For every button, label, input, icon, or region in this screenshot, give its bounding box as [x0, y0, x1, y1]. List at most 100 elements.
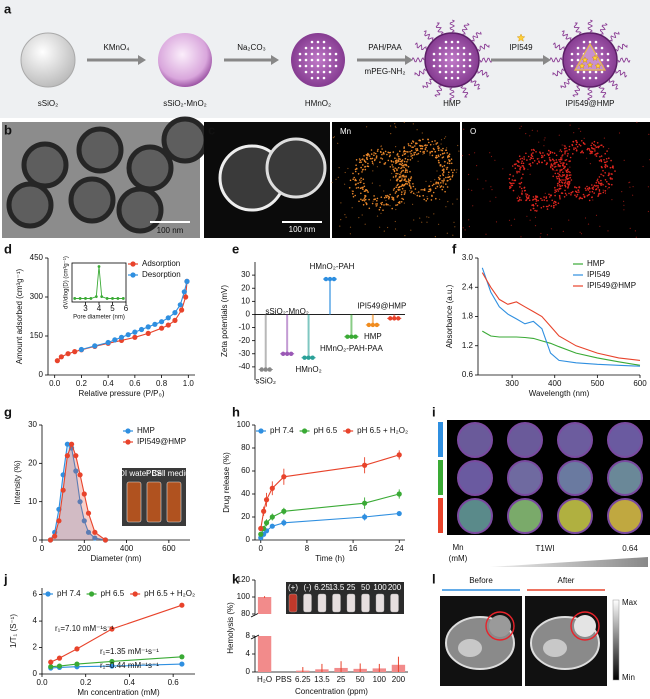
signal-dot [380, 212, 382, 214]
y-axis-title: Absorbance (a.u.) [445, 284, 454, 348]
signal-dot [392, 199, 395, 201]
signal-dot [364, 198, 367, 201]
signal-dot [529, 163, 532, 165]
signal-dot [455, 171, 457, 173]
signal-dot [400, 201, 403, 203]
peg-chain [549, 56, 563, 63]
signal-dot [532, 199, 534, 201]
signal-dot [373, 198, 375, 201]
pore [450, 70, 454, 74]
signal-dot [575, 196, 578, 198]
point [54, 358, 60, 364]
signal-dot [348, 187, 351, 189]
signal-dot [525, 133, 527, 135]
signal-dot [394, 123, 396, 125]
signal-dot [349, 233, 351, 235]
point [48, 664, 54, 670]
inset-point [111, 297, 114, 300]
signal-dot [435, 157, 438, 159]
pore [316, 58, 320, 62]
signal-dot [439, 164, 442, 166]
signal-dot [636, 121, 638, 123]
vial [317, 593, 327, 613]
signal-dot [394, 192, 397, 194]
signal-dot [576, 193, 579, 196]
y-tick-label: 0 [33, 535, 38, 544]
signal-dot [339, 225, 341, 227]
signal-dot [366, 156, 368, 159]
signal-dot [526, 215, 528, 217]
inset-point [97, 265, 101, 268]
signal-dot [495, 221, 498, 223]
point [56, 518, 62, 524]
signal-dot [394, 157, 396, 159]
signal-dot [509, 186, 511, 188]
signal-dot [347, 167, 349, 170]
point [92, 343, 98, 349]
signal-dot [376, 215, 379, 217]
signal-dot [472, 205, 474, 207]
signal-dot [426, 221, 428, 223]
signal-dot [397, 201, 400, 204]
signal-dot [521, 165, 524, 167]
x-tick-label: 0.2 [80, 678, 92, 687]
signal-dot [379, 150, 382, 153]
signal-dot [389, 205, 391, 207]
signal-dot [409, 185, 411, 187]
pore [606, 64, 610, 68]
signal-dot [415, 148, 417, 150]
signal-dot [618, 132, 621, 134]
point [105, 339, 111, 346]
y-tick-label: -10 [238, 323, 250, 332]
y-tick-label: 20 [241, 512, 250, 521]
signal-dot [362, 178, 365, 180]
line [81, 281, 188, 351]
signal-dot [391, 196, 393, 198]
signal-dot [564, 179, 567, 181]
signal-dot [576, 141, 578, 143]
y-tick-label: -40 [238, 362, 250, 371]
signal-dot [512, 175, 514, 177]
pore [582, 40, 586, 44]
signal-dot [531, 129, 533, 131]
reagent: IPI549 [509, 43, 533, 52]
signal-dot [396, 169, 398, 172]
legend-label: pH 6.5 [314, 426, 338, 435]
pore [304, 46, 308, 50]
y-tick-label: 100 [237, 420, 251, 429]
signal-dot [642, 165, 644, 168]
group-strip [438, 498, 443, 533]
signal-dot [491, 189, 493, 191]
pore [594, 40, 598, 44]
signal-dot [373, 152, 375, 154]
signal-dot [411, 154, 414, 157]
phantom-well [557, 460, 593, 496]
signal-dot [434, 150, 437, 153]
signal-dot [364, 165, 367, 168]
point [263, 497, 270, 503]
signal-dot [387, 204, 389, 206]
y-axis-title: Amount adsorbed (cm³g⁻¹) [15, 268, 24, 364]
signal-dot [353, 176, 356, 179]
signal-dot [600, 179, 602, 182]
signal-dot [389, 179, 392, 181]
pore [606, 52, 610, 56]
peg-chain [615, 43, 628, 52]
signal-dot [409, 145, 412, 147]
peg-chain [423, 30, 434, 41]
signal-dot [403, 150, 405, 153]
y-tick-label: 0.6 [462, 370, 474, 379]
signal-dot [360, 177, 362, 179]
signal-dot [601, 174, 604, 176]
signal-dot [331, 181, 333, 184]
y-tick-label: 20 [241, 283, 250, 292]
peg-chain [435, 22, 444, 35]
signal-dot [427, 138, 429, 141]
signal-dot [409, 179, 412, 182]
signal-dot [446, 168, 448, 170]
signal-dot [543, 199, 546, 201]
signal-dot [338, 167, 340, 169]
bar [350, 314, 353, 337]
signal-dot [536, 162, 539, 165]
signal-dot [463, 128, 465, 130]
